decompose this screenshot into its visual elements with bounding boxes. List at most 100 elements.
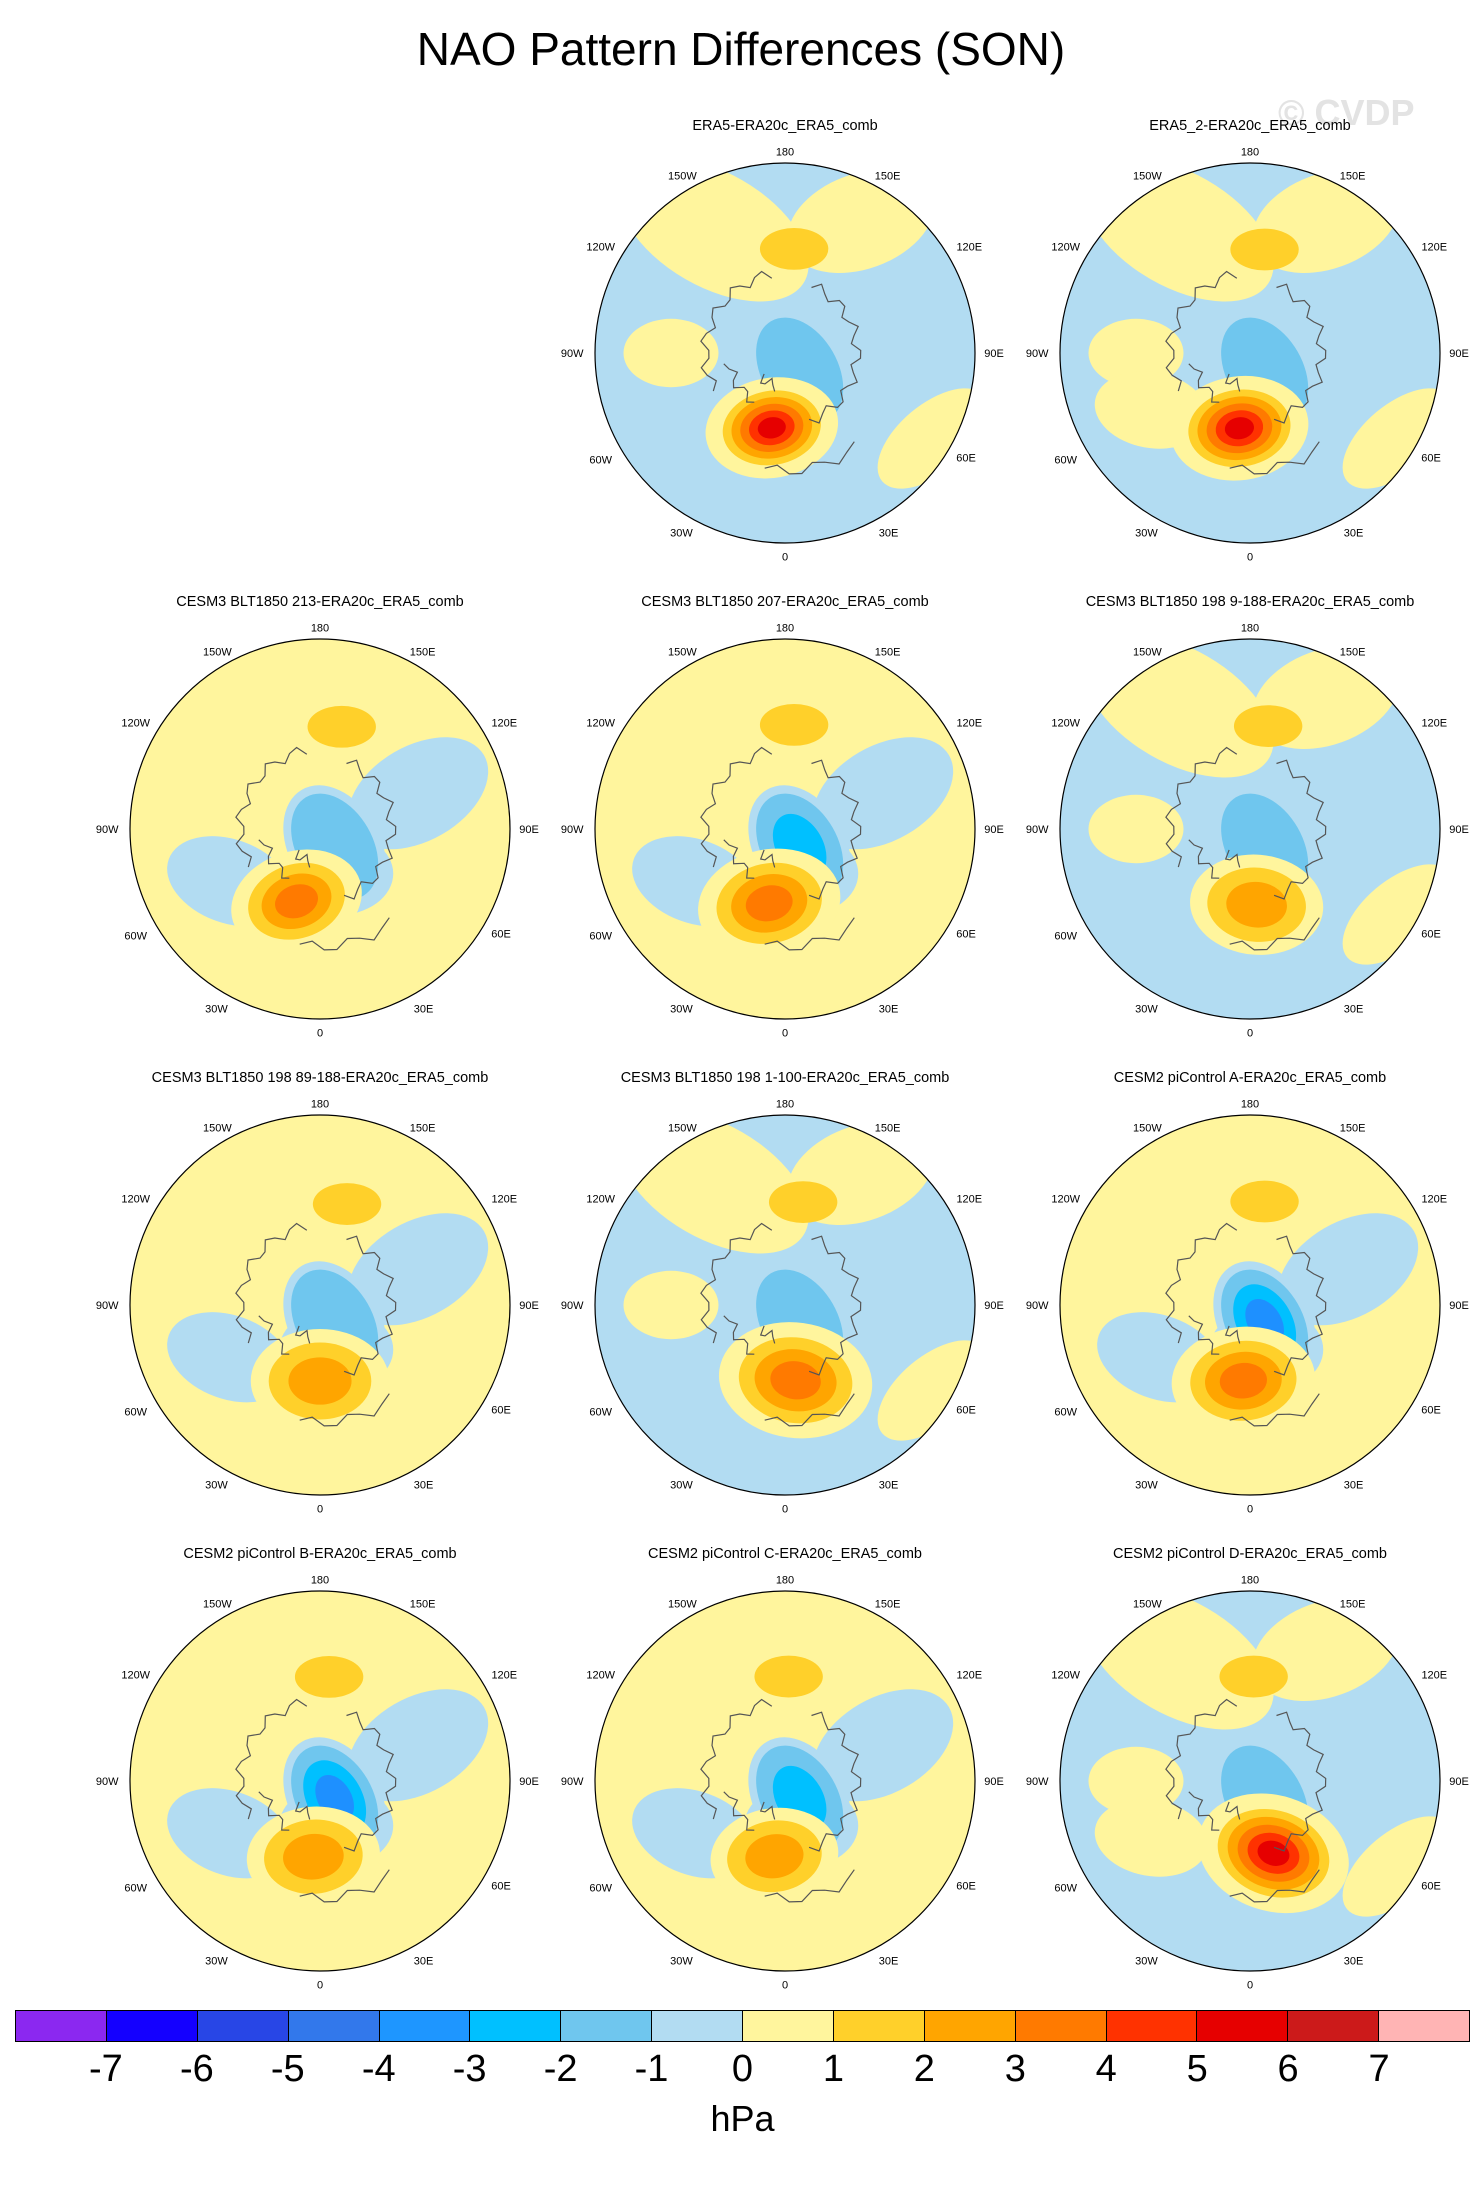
longitude-label: 180 bbox=[311, 1099, 329, 1111]
longitude-label: 120W bbox=[121, 1194, 150, 1206]
map-boundary bbox=[594, 638, 976, 1020]
longitude-label: 120W bbox=[1051, 718, 1080, 730]
longitude-label: 120E bbox=[956, 1670, 982, 1682]
atlantic-high-contour-2 bbox=[1226, 881, 1287, 928]
longitude-label: 150W bbox=[1133, 170, 1162, 182]
longitude-label: 90E bbox=[1449, 348, 1469, 360]
longitude-label: 60E bbox=[956, 1405, 976, 1417]
colorbar-cell bbox=[1014, 2010, 1107, 2042]
secondary-region-1 bbox=[348, 1689, 489, 1802]
panel-title: CESM3 BLT1850 198 1-100-ERA20c_ERA5_comb bbox=[620, 1070, 950, 1086]
colorbar-cell bbox=[287, 2010, 380, 2042]
longitude-label: 60W bbox=[589, 1406, 612, 1418]
colorbar-cell bbox=[1287, 2010, 1380, 2042]
longitude-label: 150E bbox=[410, 1598, 436, 1610]
longitude-label: 180 bbox=[1241, 1099, 1259, 1111]
longitude-label: 0 bbox=[1247, 1979, 1253, 1991]
colorbar-tick-label: 4 bbox=[1095, 2048, 1117, 2090]
panel-title: CESM3 BLT1850 198 89-188-ERA20c_ERA5_com… bbox=[151, 1070, 489, 1086]
coastlines bbox=[235, 1698, 397, 1903]
secondary-region-2 bbox=[1088, 1746, 1184, 1816]
panel-title: CESM2 piControl C-ERA20c_ERA5_comb bbox=[648, 1546, 922, 1562]
longitude-label: 30W bbox=[670, 1003, 693, 1015]
atlantic-high-contour-2 bbox=[288, 1357, 352, 1405]
atlantic-high-contour-3 bbox=[745, 885, 793, 922]
panel-title: ERA5_2-ERA20c_ERA5_comb bbox=[1149, 118, 1351, 134]
colorbar-tick-label: -2 bbox=[543, 2048, 578, 2090]
longitude-label: 90E bbox=[984, 1300, 1004, 1312]
secondary-region-4 bbox=[1094, 1799, 1208, 1877]
longitude-label: 30W bbox=[670, 1955, 693, 1967]
longitude-label: 60E bbox=[1421, 1881, 1441, 1893]
colorbar-tick-label: 3 bbox=[1004, 2048, 1026, 2090]
longitude-label: 30E bbox=[1344, 527, 1364, 539]
map-boundary bbox=[129, 1114, 511, 1496]
longitude-label: 90E bbox=[1449, 824, 1469, 836]
longitude-label: 60W bbox=[1054, 930, 1077, 942]
longitude-label: 90E bbox=[1449, 1300, 1469, 1312]
colorbar-tick-label: -5 bbox=[270, 2048, 305, 2090]
atlantic-high-contour-5 bbox=[1224, 417, 1255, 440]
longitude-label: 90W bbox=[1026, 348, 1049, 360]
secondary-region-3 bbox=[877, 1340, 975, 1441]
longitude-label: 30E bbox=[1344, 1479, 1364, 1491]
longitude-label: 120W bbox=[121, 718, 150, 730]
longitude-label: 60E bbox=[956, 1881, 976, 1893]
longitude-label: 0 bbox=[782, 1979, 788, 1991]
cvdp-watermark: © CVDP bbox=[1278, 92, 1415, 133]
colorbar-cell bbox=[378, 2010, 471, 2042]
longitude-label: 60E bbox=[1421, 453, 1441, 465]
longitude-label: 60W bbox=[124, 1406, 147, 1418]
secondary-region-2 bbox=[1088, 794, 1184, 864]
longitude-label: 60E bbox=[1421, 929, 1441, 941]
coastlines bbox=[235, 746, 397, 951]
longitude-label: 30W bbox=[205, 1955, 228, 1967]
pacific-high-contour-1 bbox=[1230, 1180, 1299, 1223]
longitude-label: 150E bbox=[410, 646, 436, 658]
longitude-label: 30E bbox=[879, 1003, 899, 1015]
longitude-label: 90W bbox=[1026, 1300, 1049, 1312]
longitude-label: 120E bbox=[1421, 718, 1447, 730]
polar-map: 180 150W 150E 120W 120E 90W 90E 60W 60E 30W 30E 0 bbox=[96, 1099, 539, 1516]
longitude-label: 150W bbox=[1133, 1598, 1162, 1610]
polar-map: 180 150W 150E 120W 120E 90W 90E 60W 60E 30W 30E 0 bbox=[96, 623, 539, 1040]
coastlines bbox=[700, 270, 862, 475]
map-panel: CESM3 BLT1850 207-ERA20c_ERA5_comb 180 150… bbox=[555, 594, 1015, 1064]
panel-title: CESM2 piControl A-ERA20c_ERA5_comb bbox=[1113, 1070, 1387, 1086]
longitude-label: 0 bbox=[1247, 1027, 1253, 1039]
longitude-label: 120E bbox=[956, 242, 982, 254]
colorbar-tick-label: -3 bbox=[452, 2048, 487, 2090]
longitude-label: 180 bbox=[311, 623, 329, 635]
longitude-label: 30W bbox=[1135, 1479, 1158, 1491]
coastlines bbox=[700, 1222, 862, 1427]
longitude-label: 90W bbox=[1026, 1776, 1049, 1788]
map-panel: CESM3 BLT1850 213-ERA20c_ERA5_comb 180 150… bbox=[90, 594, 550, 1064]
longitude-label: 180 bbox=[776, 623, 794, 635]
longitude-label: 90W bbox=[561, 348, 584, 360]
map-boundary bbox=[1059, 638, 1441, 1020]
longitude-label: 90E bbox=[519, 824, 539, 836]
longitude-label: 0 bbox=[317, 1503, 323, 1515]
atlantic-high-contour-3 bbox=[1219, 1362, 1267, 1399]
coastlines bbox=[235, 1222, 397, 1427]
longitude-label: 30W bbox=[205, 1479, 228, 1491]
longitude-label: 150W bbox=[668, 1122, 697, 1134]
longitude-label: 120E bbox=[956, 718, 982, 730]
longitude-label: 120W bbox=[586, 718, 615, 730]
longitude-label: 0 bbox=[782, 551, 788, 563]
pacific-high-contour-1 bbox=[312, 1183, 382, 1225]
map-panel: CESM2 piControl D-ERA20c_ERA5_comb 180 150… bbox=[1020, 1546, 1480, 2016]
colorbar-cell bbox=[1378, 2010, 1470, 2042]
longitude-label: 30W bbox=[205, 1003, 228, 1015]
colorbar-cell bbox=[560, 2010, 653, 2042]
pacific-high-contour-1 bbox=[1230, 228, 1299, 271]
colorbar-tick-label: -6 bbox=[179, 2048, 214, 2090]
longitude-label: 120W bbox=[121, 1670, 150, 1682]
longitude-label: 120E bbox=[491, 718, 517, 730]
longitude-label: 150W bbox=[203, 1598, 232, 1610]
colorbar-cell bbox=[923, 2010, 1016, 2042]
map-boundary bbox=[129, 638, 511, 1020]
secondary-region-1 bbox=[348, 1213, 489, 1326]
colorbar-tick-label: 7 bbox=[1368, 2048, 1390, 2090]
colorbar-tick-label: 6 bbox=[1277, 2048, 1299, 2090]
